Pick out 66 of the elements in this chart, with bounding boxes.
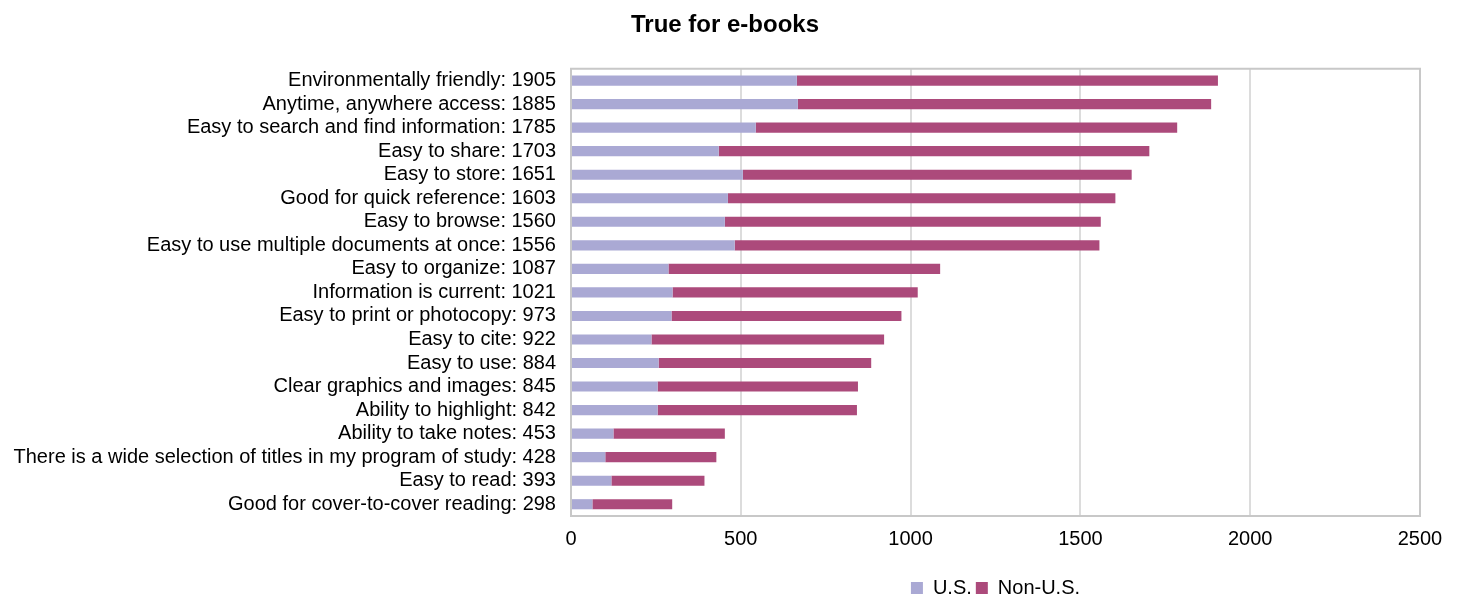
y-tick-label: Easy to organize: 1087 — [351, 256, 556, 279]
x-tick-label: 2500 — [1397, 526, 1443, 549]
y-tick-label: Easy to read: 393 — [399, 468, 556, 491]
x-tick-label: 0 — [565, 526, 577, 549]
bar — [572, 240, 735, 251]
x-tick-label: 1500 — [1058, 526, 1103, 549]
bar — [572, 428, 614, 439]
bar — [572, 334, 652, 345]
bar — [797, 99, 1212, 110]
y-tick-label: Easy to store: 1651 — [383, 162, 556, 185]
bar — [657, 405, 857, 416]
bar — [796, 75, 1218, 86]
bar — [742, 169, 1132, 180]
bar — [611, 475, 705, 486]
y-tick-label: Easy to print or photocopy: 973 — [279, 303, 556, 326]
legend-label: Non-U.S. — [997, 575, 1081, 597]
bar — [572, 310, 672, 321]
bar — [572, 287, 673, 298]
y-tick-label: Environmentally friendly: 1905 — [288, 68, 556, 91]
y-tick-label: Good for quick reference: 1603 — [280, 185, 556, 208]
bar — [572, 146, 719, 157]
bar — [668, 263, 941, 274]
bar — [605, 452, 717, 463]
bar — [572, 75, 797, 86]
y-tick-label: Easy to search and find information: 1785 — [186, 115, 556, 138]
bar — [592, 499, 673, 510]
bar — [657, 381, 858, 392]
y-tick-label: Easy to browse: 1560 — [363, 209, 556, 232]
bar — [613, 428, 725, 439]
bar — [572, 122, 756, 133]
bar — [572, 475, 612, 486]
bar — [572, 216, 725, 227]
x-tick-label: 2000 — [1227, 526, 1273, 549]
bar — [718, 146, 1150, 157]
bar — [671, 310, 902, 321]
bar — [572, 357, 659, 369]
y-tick-label: Ability to highlight: 842 — [355, 397, 556, 420]
y-tick-label: Ability to take notes: 453 — [338, 421, 556, 444]
chart-title: True for e-books — [630, 10, 820, 38]
bar — [572, 381, 658, 392]
bar — [755, 122, 1178, 133]
bar — [734, 240, 1100, 251]
legend-label: U.S. — [932, 575, 972, 597]
bar — [572, 193, 728, 204]
y-tick-label: Easy to use multiple documents at once: 1556 — [146, 232, 556, 255]
bar — [658, 357, 872, 369]
y-tick-label: Easy to use: 884 — [407, 350, 556, 373]
y-tick-label: Good for cover-to-cover reading: 298 — [228, 491, 556, 514]
bar — [572, 499, 593, 510]
bar — [572, 99, 798, 110]
y-tick-label: Anytime, anywhere access: 1885 — [262, 91, 556, 114]
bar — [651, 334, 885, 345]
x-tick-label: 500 — [724, 526, 758, 549]
y-tick-label: Easy to cite: 922 — [408, 326, 556, 349]
y-tick-label: Easy to share: 1703 — [378, 138, 556, 161]
y-tick-label: Information is current: 1021 — [312, 279, 556, 302]
bar — [672, 287, 918, 298]
bar — [572, 405, 658, 416]
y-tick-label: There is a wide selection of titles in my program of study: 428 — [13, 444, 556, 467]
y-tick-label: Clear graphics and images: 845 — [273, 374, 556, 397]
bar — [724, 216, 1101, 227]
bar — [727, 193, 1116, 204]
bar — [572, 169, 743, 180]
x-tick-label: 1000 — [888, 526, 933, 549]
bar — [572, 452, 606, 463]
bar — [572, 263, 669, 274]
